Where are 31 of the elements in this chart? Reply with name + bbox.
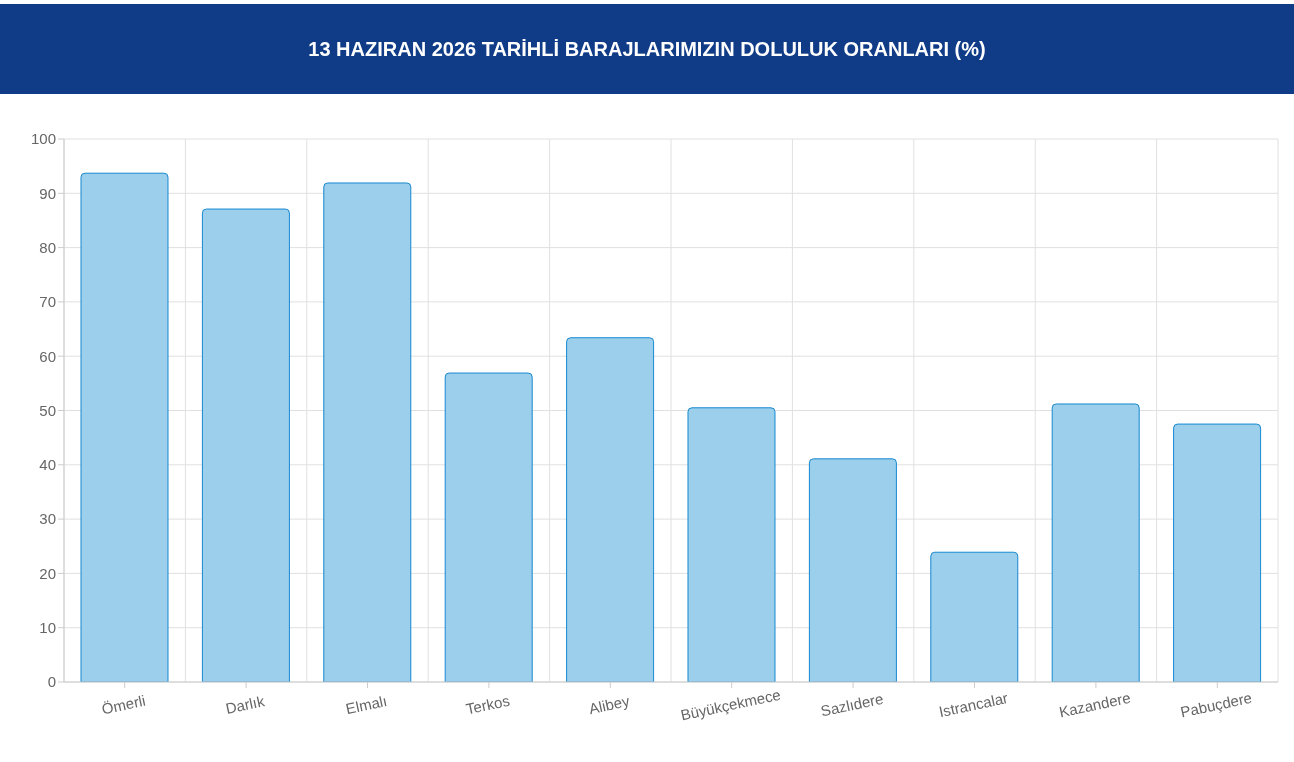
y-tick-label: 80 <box>39 238 56 256</box>
y-tick-label: 100 <box>30 130 56 148</box>
x-tick-label: Sazlıdere <box>819 689 885 720</box>
x-tick-label: Elmalı <box>344 691 389 718</box>
x-tick-label: Istrancalar <box>937 689 1010 721</box>
bar <box>566 337 655 682</box>
bar <box>1173 423 1262 682</box>
y-tick-label: 50 <box>39 401 56 419</box>
bar <box>808 458 897 682</box>
bar <box>444 372 533 682</box>
bar <box>1051 403 1140 682</box>
x-tick-label: Terkos <box>464 691 512 718</box>
y-tick-label: 10 <box>39 619 56 637</box>
x-tick-label: Alibey <box>587 691 632 718</box>
y-tick-label: 60 <box>39 347 56 365</box>
x-tick-label: Pabuçdere <box>1178 688 1254 721</box>
bar <box>323 182 412 682</box>
y-tick-label: 40 <box>39 456 56 474</box>
y-tick-label: 30 <box>39 510 56 528</box>
bar <box>687 407 776 682</box>
chart-title: 13 HAZIRAN 2026 TARİHLİ BARAJLARIMIZIN DOLULUK ORANLARI (%) <box>0 4 1294 94</box>
y-tick-label: 90 <box>39 184 56 202</box>
x-tick-label: Darlık <box>224 692 267 718</box>
bar <box>80 172 169 682</box>
x-tick-label: Ömerli <box>100 691 147 718</box>
bar <box>930 551 1019 682</box>
bar <box>201 208 290 682</box>
y-tick-label: 20 <box>39 564 56 582</box>
y-tick-label: 70 <box>39 293 56 311</box>
x-tick-label: Kazandere <box>1057 688 1133 721</box>
y-tick-label: 0 <box>47 673 56 691</box>
